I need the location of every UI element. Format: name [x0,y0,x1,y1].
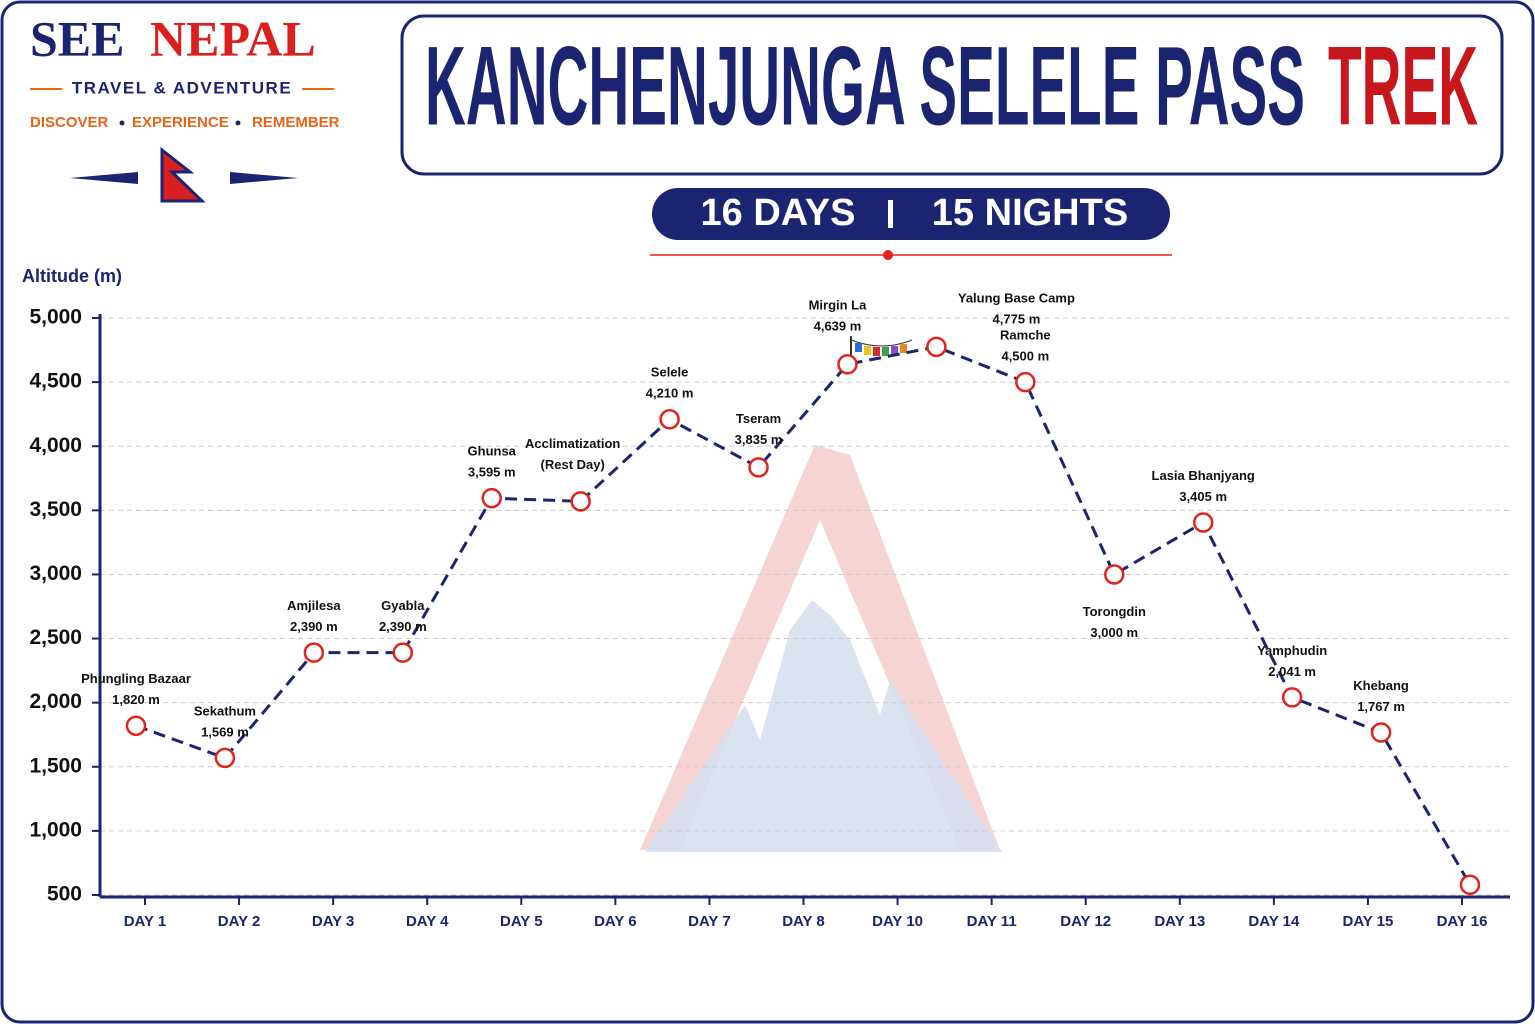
waypoint [125,715,147,736]
waypoint [659,409,680,430]
waypoint-name: Torongdin [1083,604,1146,619]
waypoint [926,336,947,358]
x-tick-label: DAY 1 [124,913,167,930]
x-tick-label: DAY 2 [218,913,261,930]
waypoint-altitude: 4,210 m [646,386,694,401]
waypoint-name: Ramche [1000,328,1051,343]
dot [235,120,241,126]
y-tick-label: 500 [47,883,82,906]
waypoint-altitude: 3,405 m [1179,489,1227,504]
waypoint-altitude: 3,835 m [735,432,783,447]
x-tick-label: DAY 5 [500,913,543,930]
waypoint-altitude: 4,639 m [814,319,862,334]
waypoint-name: Phungling Bazaar [81,671,191,686]
duration-days: 16 DAYS [701,192,856,234]
waypoint [1015,371,1036,393]
motto: EXPERIENCE [132,114,229,131]
waypoint-altitude: 4,775 m [993,311,1041,326]
waypoint-name: Lasia Bhanjyang [1152,468,1255,483]
waypoint-name: Selele [651,365,689,380]
y-tick-label: 5,000 [29,306,82,329]
waypoint [570,491,591,512]
waypoint-name: Gyabla [381,598,425,613]
waypoint-name: Ghunsa [468,444,517,459]
brand-see: SEE [30,10,125,66]
waypoint-name: Sekathum [194,703,256,718]
y-tick-label: 3,500 [29,498,82,521]
dot [883,250,893,260]
y-tick-label: 4,000 [29,434,82,457]
x-tick-label: DAY 7 [688,913,731,930]
plot: 500 1,000 1,500 2,000 2,500 3,000 3,500 4,000 4,… [29,290,1510,930]
waypoint-altitude: 2,390 m [290,619,338,634]
title: KANCHENJUNGA SELELE PASS [425,24,1305,149]
x-tick-label: DAY 10 [872,913,923,930]
y-tick-label: 4,500 [29,370,82,393]
x-tick-label: DAY 11 [967,913,1017,930]
waypoint-name: Tseram [736,411,781,426]
x-tick-label: DAY 12 [1060,913,1111,930]
waypoint-altitude: 1,820 m [112,692,160,707]
x-tick-label: DAY 3 [312,913,355,930]
waypoint [214,747,236,769]
waypoint [1104,564,1125,585]
waypoint-name: Khebang [1353,678,1409,693]
y-tick-label: 2,000 [29,690,82,713]
x-tick-label: DAY 4 [406,913,449,930]
x-tick-label: DAY 16 [1437,913,1488,930]
x-tick-label: DAY 14 [1248,913,1300,930]
waypoint [748,457,769,478]
waypoint [1459,874,1481,895]
y-tick-label: 2,500 [29,626,82,649]
trail-line [135,345,1472,886]
y-tick-label: 1,500 [29,754,82,777]
waypoint-name: Yalung Base Camp [958,290,1075,305]
waypoint [1192,512,1214,533]
waypoint [481,487,502,509]
waypoint-name: Yamphudin [1257,643,1327,658]
waypoint [837,354,858,375]
y-axis-label: Altitude (m) [22,266,122,286]
motto: DISCOVER [30,114,109,131]
prayer-flags [850,336,913,362]
title-box [400,14,1504,176]
waypoint-name: Acclimatization (Rest Day) [525,436,620,472]
waypoint-altitude: 2,390 m [379,619,427,634]
flag [160,146,206,203]
waypoint [1370,722,1392,743]
waypoint-altitude: 3,595 m [468,465,516,480]
brand-nepal: NEPAL [150,10,316,66]
waypoint-altitude: 3,000 m [1090,625,1138,640]
watermark [645,600,1002,852]
waypoint [392,642,414,663]
dot [119,120,125,126]
waypoint [1281,687,1303,708]
y-tick-label: 1,000 [29,818,82,841]
x-tick-label: DAY 8 [782,913,825,930]
x-tick-label: DAY 13 [1154,913,1205,930]
waypoint-name: Amjilesa [287,598,341,613]
waypoint [303,642,325,663]
waypoint-name: Mirgin La [809,298,868,313]
duration-pill [652,188,1170,240]
waypoint-altitude: 2,041 m [1268,664,1316,679]
x-tick-label: DAY 6 [594,913,637,930]
waypoint-altitude: 4,500 m [1001,349,1049,364]
motto: REMEMBER [252,114,340,131]
waypoint-altitude: 1,569 m [201,724,249,739]
tagline: TRAVEL & ADVENTURE [72,78,292,97]
y-tick-label: 3,000 [29,562,82,585]
x-tick-label: DAY 15 [1342,913,1393,930]
deco-wing [70,172,138,184]
deco-wing [230,172,298,184]
title-highlight: TREK [1328,24,1478,149]
divider [888,200,893,228]
duration-nights: 15 NIGHTS [932,192,1128,234]
waypoint-altitude: 1,767 m [1357,699,1405,714]
